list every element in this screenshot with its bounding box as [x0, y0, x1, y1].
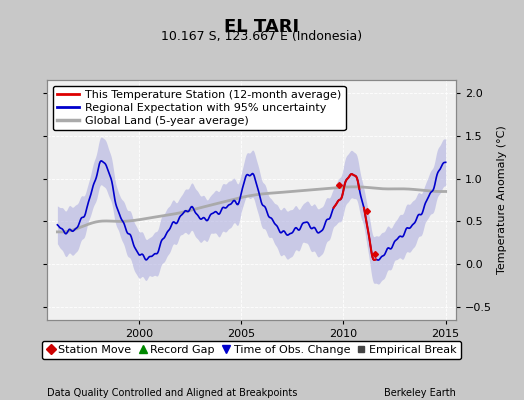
Y-axis label: Temperature Anomaly (°C): Temperature Anomaly (°C) [497, 126, 507, 274]
Legend: Station Move, Record Gap, Time of Obs. Change, Empirical Break: Station Move, Record Gap, Time of Obs. C… [42, 340, 461, 360]
Text: Data Quality Controlled and Aligned at Breakpoints: Data Quality Controlled and Aligned at B… [47, 388, 298, 398]
Text: EL TARI: EL TARI [224, 18, 300, 36]
Text: Berkeley Earth: Berkeley Earth [384, 388, 456, 398]
Text: 10.167 S, 123.667 E (Indonesia): 10.167 S, 123.667 E (Indonesia) [161, 30, 363, 43]
Legend: This Temperature Station (12-month average), Regional Expectation with 95% uncer: This Temperature Station (12-month avera… [53, 86, 346, 130]
